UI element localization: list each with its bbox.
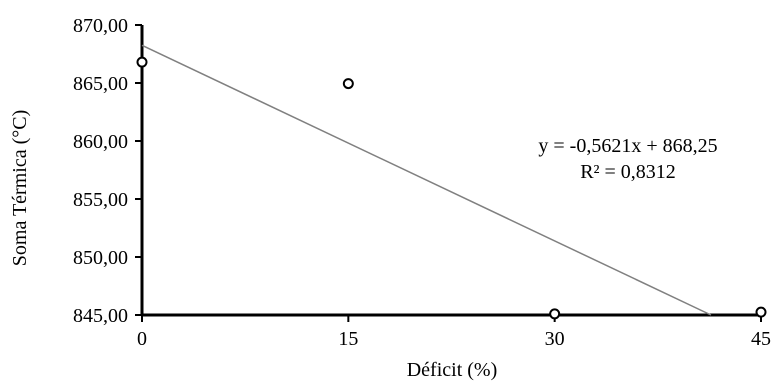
plot-area [136, 25, 767, 320]
trendline-equation: y = -0,5621x + 868,25 [538, 135, 717, 157]
y-tick-label: 870,00 [73, 15, 128, 37]
y-tick-label: 855,00 [73, 189, 128, 211]
y-tick-label: 860,00 [73, 131, 128, 153]
data-point [342, 78, 354, 90]
data-point [549, 308, 561, 320]
x-axis-label: Déficit (%) [407, 359, 498, 381]
y-axis-ticks: 845,00 850,00 855,00 860,00 865,00 870,00 [73, 15, 142, 327]
data-point [755, 306, 767, 318]
y-tick-label: 850,00 [73, 247, 128, 269]
y-tick-label: 865,00 [73, 73, 128, 95]
trendline-r2: R² = 0,8312 [580, 161, 676, 183]
x-tick-label: 0 [137, 328, 147, 350]
y-axis-label: Soma Térmica (°C) [9, 110, 31, 266]
data-point [136, 56, 148, 68]
x-tick-label: 15 [338, 328, 358, 350]
x-axis-ticks: 0 15 30 45 [137, 315, 771, 350]
trendline [141, 44, 712, 316]
y-tick-label: 845,00 [73, 305, 128, 327]
x-tick-label: 30 [545, 328, 565, 350]
x-tick-label: 45 [751, 328, 771, 350]
